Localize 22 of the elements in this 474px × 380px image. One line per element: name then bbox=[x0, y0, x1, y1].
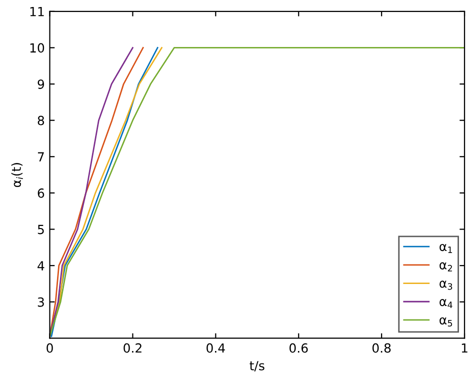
y-tick-label: 10 bbox=[30, 43, 44, 53]
legend-label: α$_{2}$ bbox=[440, 262, 452, 272]
y-tick-label: 3 bbox=[38, 297, 44, 307]
x-axis-title: t/s bbox=[250, 361, 264, 372]
y-tick-label: 11 bbox=[30, 7, 44, 16]
x-tick-label: 0.2 bbox=[124, 343, 142, 353]
y-tick-label: 9 bbox=[38, 79, 44, 89]
x-tick-label: 1 bbox=[462, 343, 468, 353]
y-tick-label: 4 bbox=[38, 261, 44, 270]
x-tick-label: 0 bbox=[46, 343, 53, 353]
y-tick-label: 5 bbox=[38, 224, 44, 234]
legend-label: α$_{1}$ bbox=[440, 244, 452, 253]
x-tick-label: 0.8 bbox=[372, 343, 391, 353]
x-tick-label: 0.6 bbox=[290, 343, 308, 353]
y-tick-label: 6 bbox=[38, 188, 44, 198]
legend-label: α$_{3}$ bbox=[440, 280, 452, 290]
legend-label: α$_{5}$ bbox=[440, 317, 452, 327]
y-tick-label: 7 bbox=[38, 152, 44, 162]
y-tick-label: 8 bbox=[38, 116, 44, 126]
y-axis-title: α$_{i}$(t) bbox=[11, 163, 23, 188]
x-tick-label: 0.4 bbox=[206, 343, 225, 353]
legend-label: α$_{4}$ bbox=[440, 299, 452, 308]
